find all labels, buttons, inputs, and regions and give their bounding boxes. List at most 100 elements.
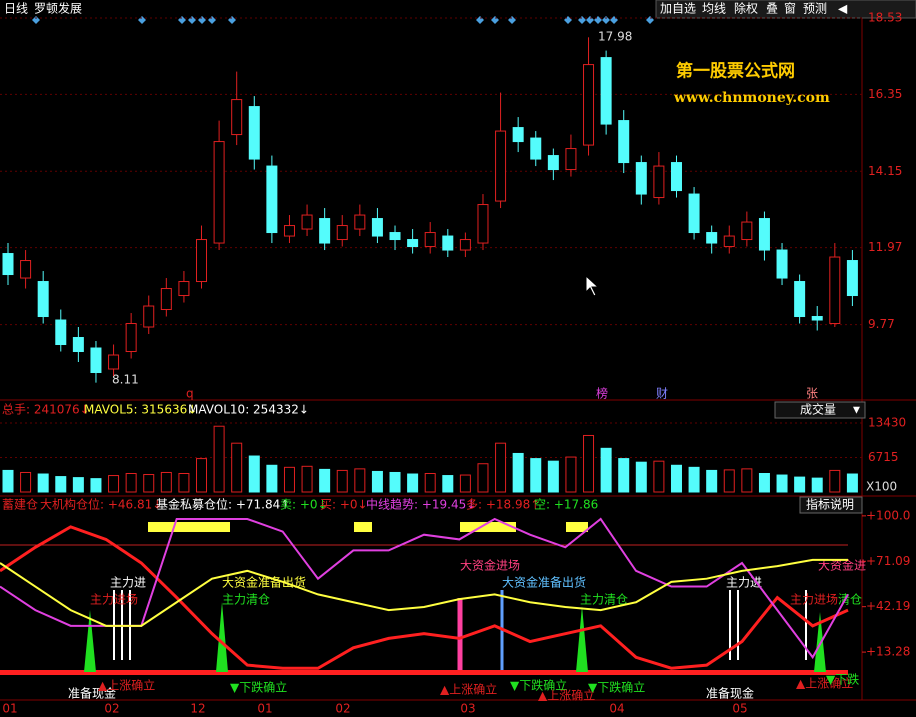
marker: 张 (806, 387, 818, 401)
candle-body (160, 288, 172, 311)
y-tick-label: +71.09 (866, 554, 910, 568)
button[interactable]: 窗 (784, 2, 796, 16)
volume-bar (248, 455, 260, 493)
volume-mavol10: MAVOL10: 254332↓ (188, 403, 309, 417)
volume-bar (266, 464, 278, 493)
signal-diamonds (32, 16, 654, 24)
indicator-select-label[interactable]: 成交量 (800, 402, 836, 417)
candle-body (688, 193, 700, 234)
volume-bar (635, 461, 647, 493)
volume-bar (20, 471, 32, 493)
signal-block (460, 522, 516, 532)
y-tick-label: +100.0 (866, 508, 910, 522)
volume-bar (459, 474, 471, 493)
legend-item: 多: +18.98↑ (466, 498, 540, 512)
marker: 榜 (596, 386, 608, 401)
volume-bar (354, 468, 366, 493)
help-button[interactable] (799, 496, 863, 514)
marker: 财 (656, 387, 668, 401)
annotation: 主力清仓 (222, 593, 270, 607)
candle-body (90, 347, 102, 374)
candle-body (248, 106, 260, 160)
y-tick-label: 13430 (868, 415, 906, 429)
y-tick-label: 6715 (868, 450, 899, 464)
candle-body (231, 99, 243, 136)
y-tick-label: 9.77 (868, 317, 895, 331)
volume-bar (37, 473, 49, 493)
annotation: 大资金准备出货 (222, 575, 306, 590)
legend-item: 大机构仓位: +46.81↓ (40, 497, 162, 512)
volume-unit: X100 (866, 480, 897, 494)
candle-body (618, 120, 630, 164)
candle-body (846, 260, 858, 297)
indicator-legend: 蓄建仓 大机构仓位: +46.81↓ 基金私募仓位: +71.84↑ 卖: +0… (2, 497, 598, 512)
legend-item: 卖: +0↓ (280, 498, 328, 512)
volume-bar (583, 434, 595, 493)
watermark-name: 第一股票公式网 (676, 61, 795, 82)
arrow-button[interactable]: ◀ (838, 2, 848, 16)
candle-body (442, 235, 454, 251)
cursor (585, 274, 600, 297)
signal: 准备现金 (68, 686, 116, 701)
button[interactable]: 除权 (734, 1, 758, 16)
volume-bar (196, 458, 208, 493)
signal: ▼下跌 (826, 672, 859, 687)
indicator-annotations: 主力进 主力进场 大资金准备出货 主力清仓 大资金进场 大资金准备出货 主力清仓… (90, 558, 866, 607)
volume-bar (55, 476, 67, 493)
legend-item: 买: +0↓ (320, 498, 368, 512)
period[interactable]: 日线 (4, 2, 28, 16)
candle-body (512, 127, 524, 143)
volume-bar (776, 474, 788, 493)
y-tick-label: 14.15 (868, 164, 902, 178)
volume-bar (706, 469, 718, 493)
volume-bar (811, 477, 823, 493)
volume-bar (72, 477, 84, 493)
indicator-select[interactable] (774, 401, 866, 419)
button[interactable]: 叠 (766, 2, 778, 16)
volume-bar (846, 473, 858, 493)
candle-body (336, 225, 348, 241)
volume-bar (283, 466, 295, 493)
button[interactable]: 加自选 (660, 2, 696, 16)
button[interactable]: 均线 (702, 2, 726, 16)
signal: 准备现金 (706, 686, 754, 701)
candle-body (37, 281, 49, 318)
volume-bar (688, 466, 700, 493)
legend-item: 空: +17.86 (534, 498, 598, 512)
volume-bar (477, 463, 489, 493)
min-label: 8.11 (112, 373, 139, 387)
candle-body (600, 57, 612, 125)
volume-bar (319, 468, 331, 493)
candle-body (723, 235, 735, 248)
candle-body (530, 137, 542, 160)
volume-bar (371, 470, 383, 493)
volume-bar (108, 475, 120, 493)
candle-body (583, 64, 595, 146)
candle-body (407, 239, 419, 248)
volume-bar (2, 469, 14, 493)
signal: ▲上涨确立 (98, 678, 155, 693)
legend-item: 中线趋势: +19.45↓ (366, 497, 476, 512)
button[interactable]: 预测 (803, 2, 827, 16)
candle-body (72, 337, 84, 353)
volume-bar (530, 458, 542, 493)
signal: ▼下跌确立 (230, 680, 287, 695)
x-tick-label: 03 (460, 702, 475, 716)
volume-bar (723, 469, 735, 493)
signal-block (148, 522, 230, 532)
candle-body (143, 305, 155, 328)
help-label[interactable]: 指标说明 (806, 497, 854, 512)
annotation: 大资金准备出货 (502, 575, 586, 590)
candle-body (108, 354, 120, 370)
x-tick-label: 12 (190, 702, 205, 716)
candle-body (424, 232, 436, 248)
volume-bar (178, 473, 190, 493)
candle-body (741, 221, 753, 241)
annotation: 主力进 (110, 576, 146, 590)
stock-name: 罗顿发展 (34, 1, 82, 16)
dropdown-arrow[interactable]: ▼ (853, 406, 860, 416)
candle-body (196, 239, 208, 283)
volume-bar (143, 474, 155, 493)
candle-body (125, 323, 137, 353)
